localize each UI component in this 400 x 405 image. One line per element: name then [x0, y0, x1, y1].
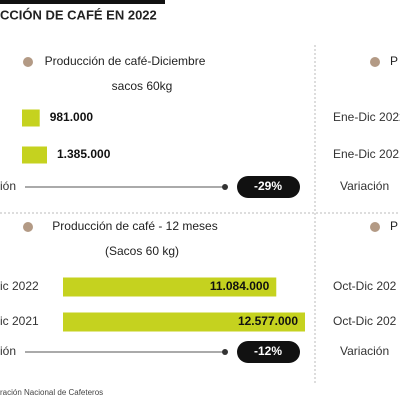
value-label: 981.000: [50, 110, 94, 124]
panel-title: Producción de café-Diciembre: [45, 54, 206, 68]
bullet: [23, 222, 33, 232]
panel-subtitle: (Sacos 60 kg): [105, 244, 179, 258]
source: ración Nacional de Cafeteros: [0, 388, 103, 397]
variation-value: -29%: [254, 179, 282, 193]
variation-knob: [222, 184, 228, 190]
row-label: Oct-Dic 202: [333, 279, 397, 293]
title: CCIÓN DE CAFÉ EN 2022: [0, 7, 157, 22]
panel-title: Producción de café - 12 meses: [52, 219, 217, 233]
value-label: 1.385.000: [57, 147, 111, 161]
variation-label: ión: [0, 344, 16, 358]
panel-title: P: [390, 219, 398, 233]
bullet: [23, 57, 33, 67]
variation-label: Variación: [340, 344, 389, 358]
row-label: Ene-Dic 2021: [333, 147, 400, 161]
bar: [22, 146, 47, 164]
row-label: Oct-Dic 202: [333, 314, 397, 328]
variation-value: -12%: [254, 344, 282, 358]
bullet: [370, 57, 380, 67]
panel-title: P: [390, 54, 398, 68]
variation-knob: [222, 349, 228, 355]
variation-label: ión: [0, 179, 16, 193]
variation-pill: [237, 341, 300, 363]
variation-label: Variación: [340, 179, 389, 193]
panel-subtitle: sacos 60kg: [112, 79, 173, 93]
row-label: ic 2021: [0, 314, 39, 328]
value-label: 11.084.000: [210, 279, 270, 293]
value-label: 12.577.000: [238, 314, 298, 328]
bar: [63, 277, 277, 297]
row-label: Ene-Dic 2022: [333, 110, 400, 124]
row-label: ic 2022: [0, 279, 39, 293]
bar: [22, 109, 40, 127]
variation-pill: [237, 176, 300, 198]
header-rule: [0, 0, 165, 4]
bar: [63, 312, 305, 332]
bullet: [370, 222, 380, 232]
